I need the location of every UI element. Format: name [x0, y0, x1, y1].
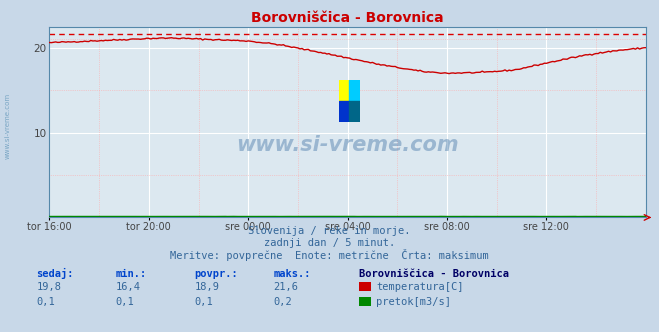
Text: zadnji dan / 5 minut.: zadnji dan / 5 minut.: [264, 238, 395, 248]
Title: Borovniščica - Borovnica: Borovniščica - Borovnica: [251, 11, 444, 25]
Text: 18,9: 18,9: [194, 282, 219, 291]
Text: www.si-vreme.com: www.si-vreme.com: [5, 93, 11, 159]
Text: 19,8: 19,8: [36, 282, 61, 291]
Text: Meritve: povprečne  Enote: metrične  Črta: maksimum: Meritve: povprečne Enote: metrične Črta:…: [170, 249, 489, 261]
Text: www.si-vreme.com: www.si-vreme.com: [237, 135, 459, 155]
Text: 0,2: 0,2: [273, 297, 292, 307]
Text: min.:: min.:: [115, 269, 146, 279]
Text: 16,4: 16,4: [115, 282, 140, 291]
Text: temperatura[C]: temperatura[C]: [376, 282, 464, 291]
Text: povpr.:: povpr.:: [194, 269, 238, 279]
Text: sedaj:: sedaj:: [36, 268, 74, 279]
Text: maks.:: maks.:: [273, 269, 311, 279]
Text: 0,1: 0,1: [36, 297, 55, 307]
Text: 0,1: 0,1: [194, 297, 213, 307]
Text: Borovniščica - Borovnica: Borovniščica - Borovnica: [359, 269, 509, 279]
Text: 21,6: 21,6: [273, 282, 299, 291]
Text: Slovenija / reke in morje.: Slovenija / reke in morje.: [248, 226, 411, 236]
Text: 0,1: 0,1: [115, 297, 134, 307]
Text: pretok[m3/s]: pretok[m3/s]: [376, 297, 451, 307]
